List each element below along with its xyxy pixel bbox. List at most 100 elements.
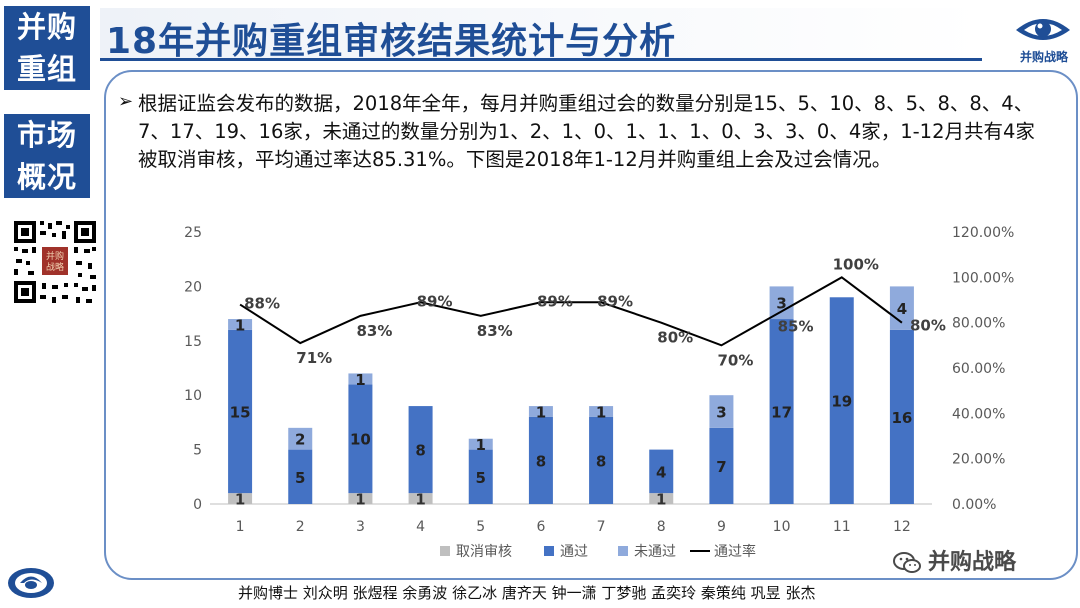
x-tick-label: 8 <box>657 519 666 535</box>
bar-segment <box>348 493 373 504</box>
bar-segment <box>228 319 253 330</box>
sidebar-section-market-line2: 概况 <box>16 160 77 194</box>
bar-segment <box>889 329 914 504</box>
bar-segment <box>649 493 674 504</box>
bar-segment <box>829 297 854 504</box>
bar-data-label: 16 <box>891 409 912 427</box>
sidebar: 并购 重组 市场 概况 并购 战略 <box>0 0 98 608</box>
sidebar-section-market: 市场 概况 <box>4 114 90 198</box>
x-tick-label: 1 <box>236 519 245 535</box>
pass-rate-label: 80% <box>657 329 693 347</box>
bar-data-label: 1 <box>415 491 425 509</box>
y-tick-label: 20 <box>184 279 202 295</box>
wechat-watermark: 并购战略 <box>892 544 1016 576</box>
bar-data-label: 10 <box>350 431 371 449</box>
pass-rate-label: 89% <box>417 292 453 310</box>
bar-data-label: 8 <box>415 442 425 460</box>
pass-rate-label: 89% <box>597 292 633 310</box>
chart-pass-rate-line <box>239 276 903 347</box>
qr-code-icon: 并购 战略 <box>12 219 98 305</box>
pass-rate-label: 83% <box>477 322 513 340</box>
y-tick-label: 15 <box>184 334 202 350</box>
bar-segment <box>709 395 734 428</box>
bar-segment <box>228 493 253 504</box>
x-tick-label: 10 <box>773 519 791 535</box>
bar-data-label: 8 <box>596 452 606 470</box>
y2-tick-label: 0.00% <box>952 497 996 513</box>
wechat-icon <box>893 552 921 573</box>
wechat-account-name: 并购战略 <box>928 550 1017 575</box>
bar-segment <box>589 406 614 417</box>
chart-legend: 取消审核 通过 未通过 通过率 <box>440 543 756 560</box>
bar-data-label: 8 <box>536 452 546 470</box>
sidebar-section-mna-line2: 重组 <box>16 52 77 86</box>
y2-tick-label: 100.00% <box>952 270 1014 286</box>
bullet-arrow-icon: ➢ <box>118 91 134 112</box>
bar-segment <box>769 319 794 504</box>
bar-segment <box>468 449 493 504</box>
bar-segment <box>468 438 493 450</box>
legend-swatch <box>544 546 554 556</box>
bar-data-label: 19 <box>831 393 852 411</box>
legend-label: 未通过 <box>634 544 676 560</box>
x-tick-label: 12 <box>893 519 911 535</box>
bar-data-label: 1 <box>596 404 606 422</box>
y2-tick-label: 40.00% <box>952 406 1005 422</box>
legend-swatch <box>618 546 628 556</box>
title-bar: 18年并购重组审核结果统计与分析 <box>100 8 982 62</box>
pass-rate-label: 71% <box>296 349 332 367</box>
legend-label: 通过 <box>560 544 588 560</box>
bar-data-label: 1 <box>355 371 365 389</box>
page-title: 18年并购重组审核结果统计与分析 <box>106 21 677 62</box>
x-tick-label: 2 <box>296 519 305 535</box>
bar-data-label: 3 <box>716 404 726 422</box>
sidebar-section-market-line1: 市场 <box>16 118 77 152</box>
summary-paragraph: 根据证监会发布的数据，2018年全年，每月并购重组过会的数量分别是15、5、10… <box>138 92 1035 171</box>
sidebar-section-mna: 并购 重组 <box>4 6 90 90</box>
x-tick-label: 6 <box>536 519 545 535</box>
y2-tick-label: 120.00% <box>952 225 1014 241</box>
bar-segment <box>288 449 313 504</box>
chart-axes: 05101520250.00%20.00%40.00%60.00%80.00%1… <box>184 225 1014 535</box>
bar-data-label: 15 <box>230 404 251 422</box>
bar-segment <box>528 406 553 417</box>
bar-data-label: 1 <box>476 436 486 454</box>
bar-segment <box>348 384 373 494</box>
bar-data-label: 1 <box>355 491 365 509</box>
qr-stamp-line2: 战略 <box>46 261 64 273</box>
bar-segment <box>408 493 433 504</box>
x-tick-label: 3 <box>356 519 365 535</box>
bar-data-label: 4 <box>656 463 666 481</box>
bar-data-label: 2 <box>295 431 305 449</box>
pass-rate-label: 85% <box>778 317 814 335</box>
pass-rate-label: 88% <box>244 295 280 313</box>
bar-segment <box>709 427 734 504</box>
y2-tick-label: 60.00% <box>952 361 1005 377</box>
y-tick-label: 0 <box>193 497 202 513</box>
bar-data-label: 5 <box>295 469 305 487</box>
pass-rate-label: 83% <box>356 322 392 340</box>
bar-data-label: 7 <box>716 458 726 476</box>
y2-tick-label: 80.00% <box>952 316 1005 332</box>
legend-swatch <box>440 546 450 556</box>
eye-logo-icon <box>1016 19 1070 40</box>
pass-rate-label: 100% <box>833 255 879 273</box>
pass-rate-label: 89% <box>537 292 573 310</box>
sidebar-section-mna-line1: 并购 <box>16 10 77 44</box>
chart-bars <box>228 286 914 504</box>
bar-segment <box>408 406 433 494</box>
x-tick-label: 4 <box>416 519 425 535</box>
legend-label: 通过率 <box>714 543 756 560</box>
bar-data-label: 4 <box>897 300 907 318</box>
x-tick-label: 11 <box>833 519 851 535</box>
bar-segment <box>348 373 373 385</box>
bar-segment <box>649 449 674 494</box>
bar-segment <box>288 427 313 450</box>
x-tick-label: 7 <box>597 519 606 535</box>
y-tick-label: 5 <box>193 443 202 459</box>
bar-data-label: 3 <box>776 295 786 313</box>
bar-data-label: 1 <box>536 404 546 422</box>
y-tick-label: 10 <box>184 388 202 404</box>
bar-data-label: 1 <box>656 491 666 509</box>
